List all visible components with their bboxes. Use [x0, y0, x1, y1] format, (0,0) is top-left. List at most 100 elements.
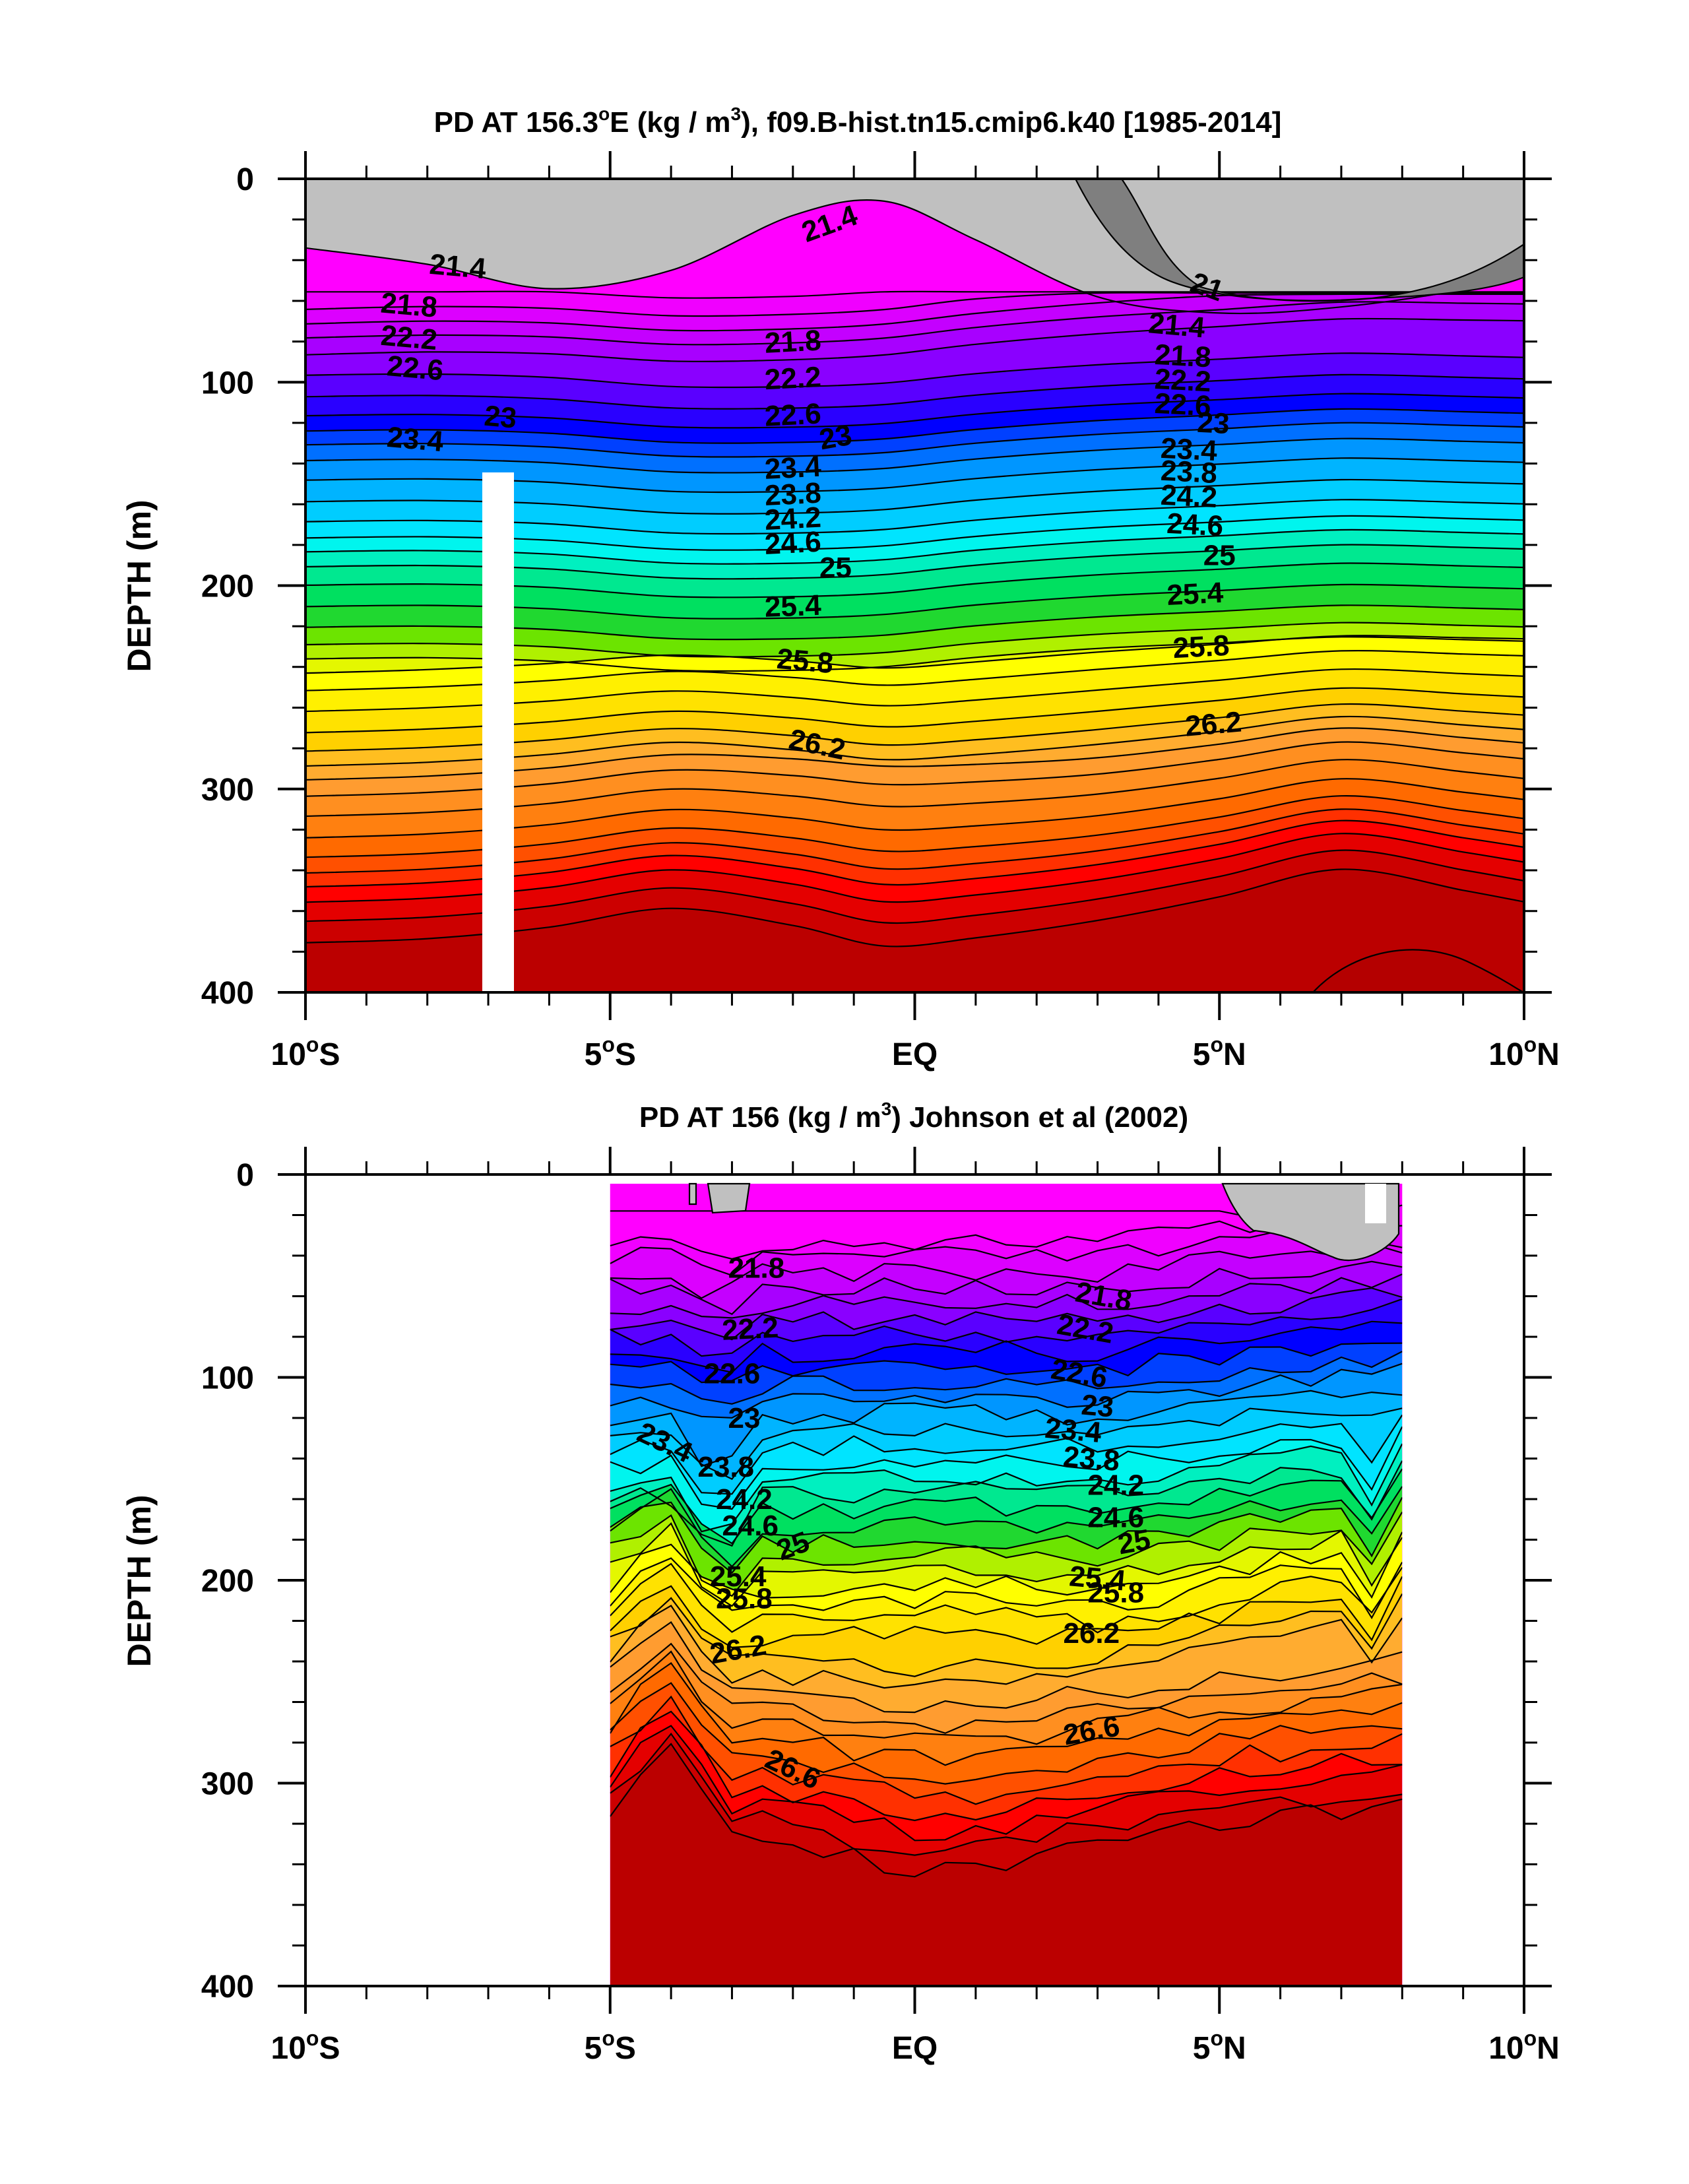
contour-label: 21.8 [1154, 338, 1212, 373]
contour-band [610, 1644, 1403, 1745]
contour-label: 22.2 [1154, 363, 1212, 398]
contour-band [305, 742, 1524, 816]
contour-label: 23 [1080, 1389, 1115, 1424]
contour-line [610, 1661, 1403, 1766]
x-tick-label: 5oN [1193, 1033, 1246, 1072]
contour-band [610, 1497, 1403, 1596]
contour-band [305, 302, 1524, 362]
contour-band [305, 374, 1524, 428]
x-tick-label: 10oN [1488, 2026, 1560, 2066]
contour-band [610, 1593, 1403, 1688]
contour-label: 23.4 [1044, 1412, 1103, 1449]
contour-line [610, 1695, 1403, 1805]
contour-line [305, 408, 1524, 444]
contour-line [610, 1522, 1403, 1607]
contour-band [305, 318, 1524, 388]
x-tick-label: 10oN [1488, 1033, 1560, 1072]
contour-line [305, 715, 1524, 767]
contour-band [305, 292, 1524, 331]
contour-line [610, 1363, 1403, 1419]
contour-line [610, 1732, 1403, 1856]
contour-label: 22.2 [721, 1311, 779, 1346]
contour-line [610, 1351, 1403, 1405]
contour-band [305, 458, 1524, 514]
contour-line [305, 727, 1524, 781]
contour-labels: 21.421.822.222.62323.421.421.822.222.623… [379, 199, 1243, 766]
missing-data-column [482, 472, 514, 992]
contour-label: 25.4 [1166, 577, 1225, 612]
contour-line [305, 293, 1524, 332]
y-axis: 0 100 200 300 400 [201, 162, 1552, 1011]
contour-line [305, 868, 1524, 947]
contour-line [610, 1531, 1403, 1599]
contour-line [610, 1260, 1403, 1316]
contour-band [305, 779, 1524, 858]
contour-line [610, 1743, 1403, 1878]
contour-label: 22.2 [379, 319, 439, 356]
contour-line [610, 1682, 1403, 1785]
contour-label: 25 [819, 552, 852, 584]
contour-line [305, 649, 1524, 691]
contour-band [610, 1696, 1403, 1820]
contour-band [610, 1564, 1403, 1648]
contour-label: 23.4 [764, 450, 823, 485]
contour-band [305, 796, 1524, 874]
deep-core-region [1312, 949, 1524, 992]
contour-line [610, 1243, 1403, 1299]
contour-band [305, 669, 1524, 733]
contour-label: 24.6 [1087, 1502, 1144, 1534]
contour-line [610, 1650, 1403, 1745]
contour-label: 25.4 [764, 589, 822, 624]
contour-band [305, 294, 1524, 345]
contour-line [610, 1426, 1403, 1510]
contour-line [305, 808, 1524, 874]
y-tick-label: 300 [201, 773, 254, 808]
contour-label: 24.6 [722, 1510, 779, 1542]
y-tick-label: 0 [236, 1158, 254, 1193]
contour-label: 25.8 [716, 1583, 773, 1615]
x-axis: 10oS 5oS EQ 5oN 10oN [271, 151, 1560, 1072]
contour-line [305, 199, 1524, 315]
contour-line [305, 499, 1524, 535]
y-tick-label: 200 [201, 569, 254, 604]
contour-line [610, 1557, 1403, 1620]
contour-label: 24.6 [1166, 507, 1224, 542]
contour-label: 24.2 [1160, 479, 1218, 514]
contour-band [610, 1444, 1403, 1546]
contour-band [305, 635, 1524, 691]
contour-line [305, 668, 1524, 713]
contour-line [305, 687, 1524, 734]
contour-band [610, 1274, 1403, 1340]
y-axis: 0 100 200 300 400 [201, 1158, 1552, 2005]
contour-line [610, 1593, 1403, 1677]
contour-band [305, 869, 1524, 992]
contour-band [610, 1622, 1403, 1733]
contour-label: 21.4 [428, 248, 488, 285]
contour-line [305, 622, 1524, 658]
contour-band [610, 1244, 1403, 1314]
contour-line [610, 1562, 1403, 1634]
contour-label: 24.6 [764, 526, 822, 561]
contour-band [610, 1652, 1403, 1766]
surface-region [688, 1182, 751, 1214]
contour-band [305, 833, 1524, 923]
contour-band [610, 1225, 1403, 1299]
contour-line [610, 1407, 1403, 1480]
contour-line [305, 819, 1524, 888]
contour-line [305, 636, 1524, 672]
contour-line [305, 290, 1524, 299]
contour-band [610, 1663, 1403, 1784]
contour-band [610, 1343, 1403, 1404]
contour-line [305, 373, 1524, 410]
missing-data-column [1365, 1184, 1386, 1223]
density-contour-lines [305, 199, 1524, 992]
contour-line [610, 1443, 1403, 1533]
contour-band [610, 1288, 1403, 1357]
contour-band [610, 1427, 1403, 1532]
contour-line [610, 1298, 1403, 1357]
contour-band [610, 1605, 1403, 1713]
contour-label: 21.8 [764, 324, 822, 359]
x-axis: 10oS 5oS EQ 5oN 10oN [271, 1147, 1560, 2066]
contour-line [305, 292, 1524, 317]
